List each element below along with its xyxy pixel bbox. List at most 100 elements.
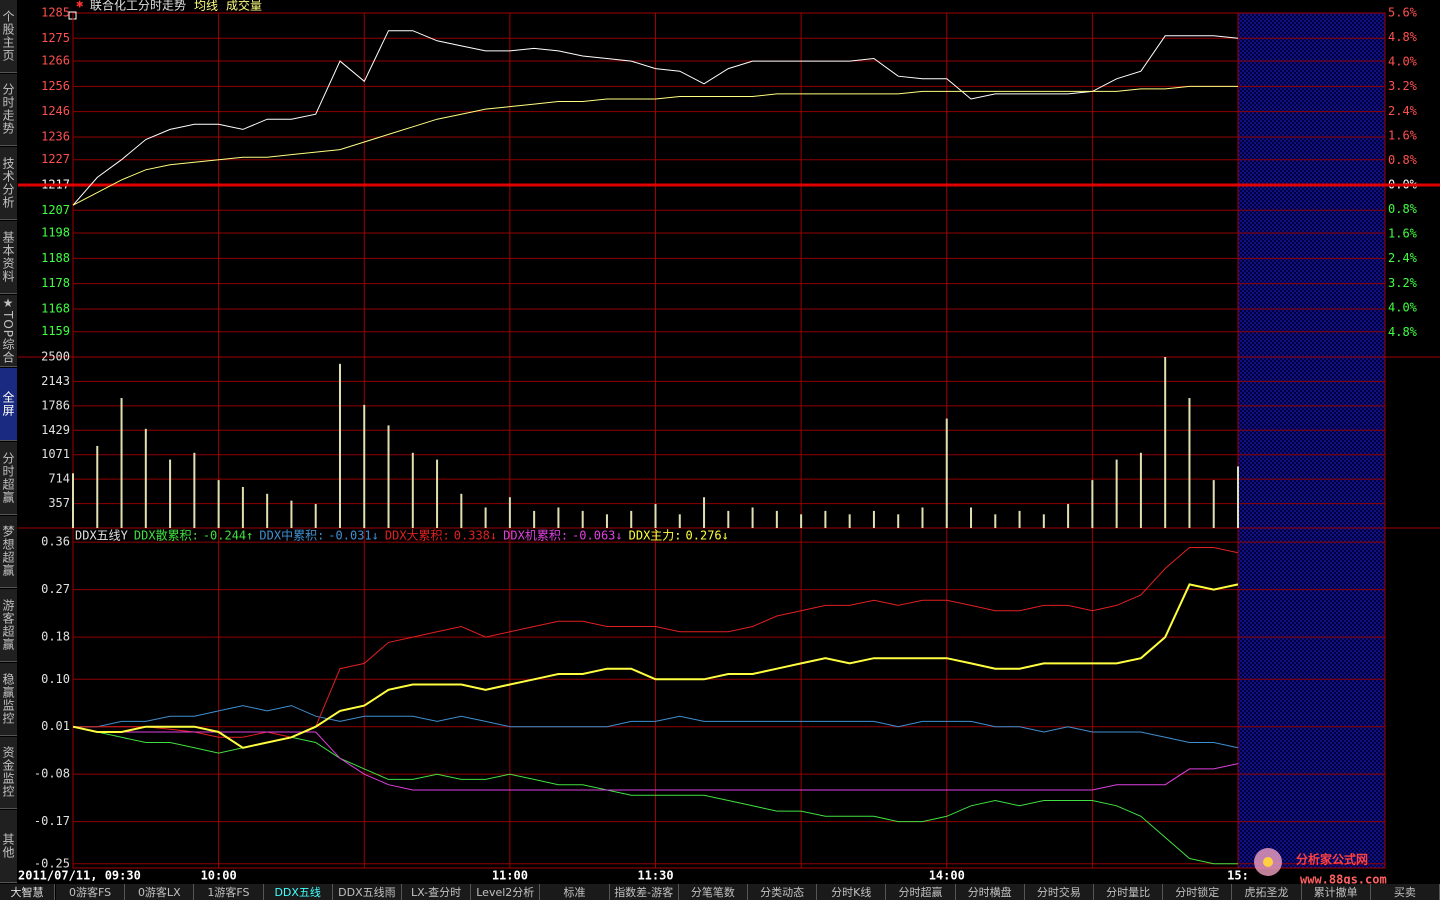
x-tick-label: 11:30 bbox=[637, 869, 673, 883]
tab[interactable]: 累计撤单 bbox=[1301, 884, 1371, 900]
sidebar-tab[interactable]: 资金监控 bbox=[0, 736, 17, 810]
y-tick-label: 1207 bbox=[41, 203, 70, 217]
y-tick-label: 0.01 bbox=[41, 719, 70, 733]
volume-bar bbox=[1164, 357, 1167, 528]
tab[interactable]: DDX五线雨 bbox=[332, 884, 402, 900]
sidebar-tab[interactable]: 全屏 bbox=[0, 368, 17, 441]
y-tick-label: 1246 bbox=[41, 104, 70, 118]
volume-bar bbox=[193, 452, 196, 528]
sidebar-tab[interactable]: 稳赢监控 bbox=[0, 663, 17, 736]
sidebar-tab[interactable]: 游客超赢 bbox=[0, 589, 17, 662]
sidebar-tab[interactable]: 基本资料 bbox=[0, 221, 17, 294]
volume-bar bbox=[824, 510, 827, 528]
legend-volume: 成交量 bbox=[226, 0, 262, 13]
y2-tick-label: 0.8% bbox=[1388, 153, 1418, 167]
sidebar-tab[interactable]: 分时走势 bbox=[0, 73, 17, 147]
y-tick-label: 1266 bbox=[41, 54, 70, 68]
tab[interactable]: 买卖 bbox=[1370, 884, 1440, 900]
y-tick-label: 1429 bbox=[41, 423, 70, 437]
y-tick-label: 0.36 bbox=[41, 535, 70, 549]
after-hours-area bbox=[1238, 13, 1385, 868]
volume-bar bbox=[436, 459, 439, 528]
volume-bar bbox=[96, 445, 99, 528]
tab[interactable]: 分时超赢 bbox=[886, 884, 956, 900]
y-tick-label: 0.27 bbox=[41, 582, 70, 596]
sidebar-tab[interactable]: 个股主页 bbox=[0, 0, 17, 73]
tab[interactable]: 分时K线 bbox=[817, 884, 887, 900]
volume-bar bbox=[266, 493, 269, 528]
volume-bar bbox=[72, 473, 74, 528]
brand: 大智慧 bbox=[0, 884, 55, 900]
volume-bar bbox=[775, 510, 778, 528]
volume-bar bbox=[169, 459, 172, 528]
y-tick-label: 1236 bbox=[41, 129, 70, 143]
tab[interactable]: 指数差-游客 bbox=[609, 884, 679, 900]
y2-tick-label: 3.2% bbox=[1388, 276, 1418, 290]
volume-bar bbox=[872, 510, 875, 528]
legend-readout: 0.338↓ bbox=[454, 529, 497, 543]
legend-readout: -0.031↓ bbox=[328, 529, 379, 543]
y-tick-label: 0.10 bbox=[41, 672, 70, 686]
y-tick-label: 1159 bbox=[41, 324, 70, 338]
y2-tick-label: 4.8% bbox=[1388, 30, 1418, 44]
tab[interactable]: 分笔笔数 bbox=[678, 884, 748, 900]
watermark-url: www.88gs.com bbox=[1300, 873, 1387, 887]
x-tick-label: 14:00 bbox=[929, 869, 965, 883]
volume-bar bbox=[970, 507, 973, 528]
volume-bar bbox=[581, 510, 584, 528]
tab[interactable]: 分类动态 bbox=[748, 884, 818, 900]
legend-name: DDX机累积: bbox=[503, 529, 568, 543]
legend-name: DDX散累积: bbox=[134, 528, 199, 543]
volume-bar bbox=[630, 510, 633, 528]
legend-name: DDX中累积: bbox=[259, 528, 324, 543]
y-tick-label: 1786 bbox=[41, 398, 70, 412]
legend-avg: 均线 bbox=[194, 0, 218, 13]
y-tick-label: 1285 bbox=[41, 6, 70, 20]
tab[interactable]: 1游客FS bbox=[194, 884, 264, 900]
watermark-title: 分析家公式网 bbox=[1296, 852, 1368, 867]
plot-frame bbox=[72, 12, 1386, 869]
y-tick-label: 1256 bbox=[41, 79, 70, 93]
x-tick-label: 15: bbox=[1227, 869, 1249, 883]
series-line bbox=[72, 583, 1239, 749]
y-tick-label: 2500 bbox=[41, 350, 70, 364]
tab[interactable]: 分时交易 bbox=[1024, 884, 1094, 900]
series-line bbox=[72, 85, 1238, 206]
tab[interactable]: 分时量比 bbox=[1094, 884, 1164, 900]
tab[interactable]: DDX五线 bbox=[263, 884, 333, 900]
volume-bar bbox=[290, 500, 293, 528]
tab[interactable]: LX-查分时 bbox=[402, 884, 472, 900]
y-tick-label: 1178 bbox=[41, 276, 70, 290]
sidebar-tab[interactable]: 其他 bbox=[0, 810, 17, 883]
tab[interactable]: 分时横盘 bbox=[955, 884, 1025, 900]
sidebar-tab[interactable]: ★TOP综合 bbox=[0, 294, 17, 368]
y-tick-label: 2143 bbox=[41, 374, 70, 388]
volume-bar bbox=[1042, 514, 1045, 528]
tab[interactable]: 虎拓圣龙 bbox=[1232, 884, 1302, 900]
volume-bar bbox=[1091, 480, 1094, 528]
sidebar-tab[interactable]: 梦想超赢 bbox=[0, 515, 17, 589]
tab[interactable]: 分时锁定 bbox=[1163, 884, 1233, 900]
y-tick-label: 0.18 bbox=[41, 630, 70, 644]
volume-bar bbox=[387, 425, 390, 528]
tab[interactable]: 标准 bbox=[540, 884, 610, 900]
y-tick-label: 357 bbox=[48, 496, 70, 510]
volume-bar bbox=[605, 514, 608, 528]
x-tick-label: 10:00 bbox=[201, 869, 237, 883]
volume-bar bbox=[848, 514, 851, 528]
tab[interactable]: 0游客FS bbox=[56, 884, 126, 900]
y2-tick-label: 4.0% bbox=[1388, 55, 1418, 69]
legend-readout: -0.063↓ bbox=[572, 529, 623, 543]
y-tick-label: 1071 bbox=[41, 447, 70, 461]
sidebar-tab[interactable]: 技术分析 bbox=[0, 147, 17, 220]
y2-tick-label: 4.0% bbox=[1388, 300, 1418, 314]
volume-bar bbox=[1237, 466, 1239, 528]
volume-bar bbox=[508, 497, 511, 528]
tab[interactable]: 0游客LX bbox=[125, 884, 195, 900]
volume-bar bbox=[411, 452, 414, 528]
x-tick-label: 11:00 bbox=[492, 869, 528, 883]
tab[interactable]: Level2分析 bbox=[471, 884, 541, 900]
y2-tick-label: 4.8% bbox=[1388, 325, 1418, 339]
sidebar-tab[interactable]: 分时超赢 bbox=[0, 442, 17, 515]
series-line bbox=[72, 30, 1239, 206]
